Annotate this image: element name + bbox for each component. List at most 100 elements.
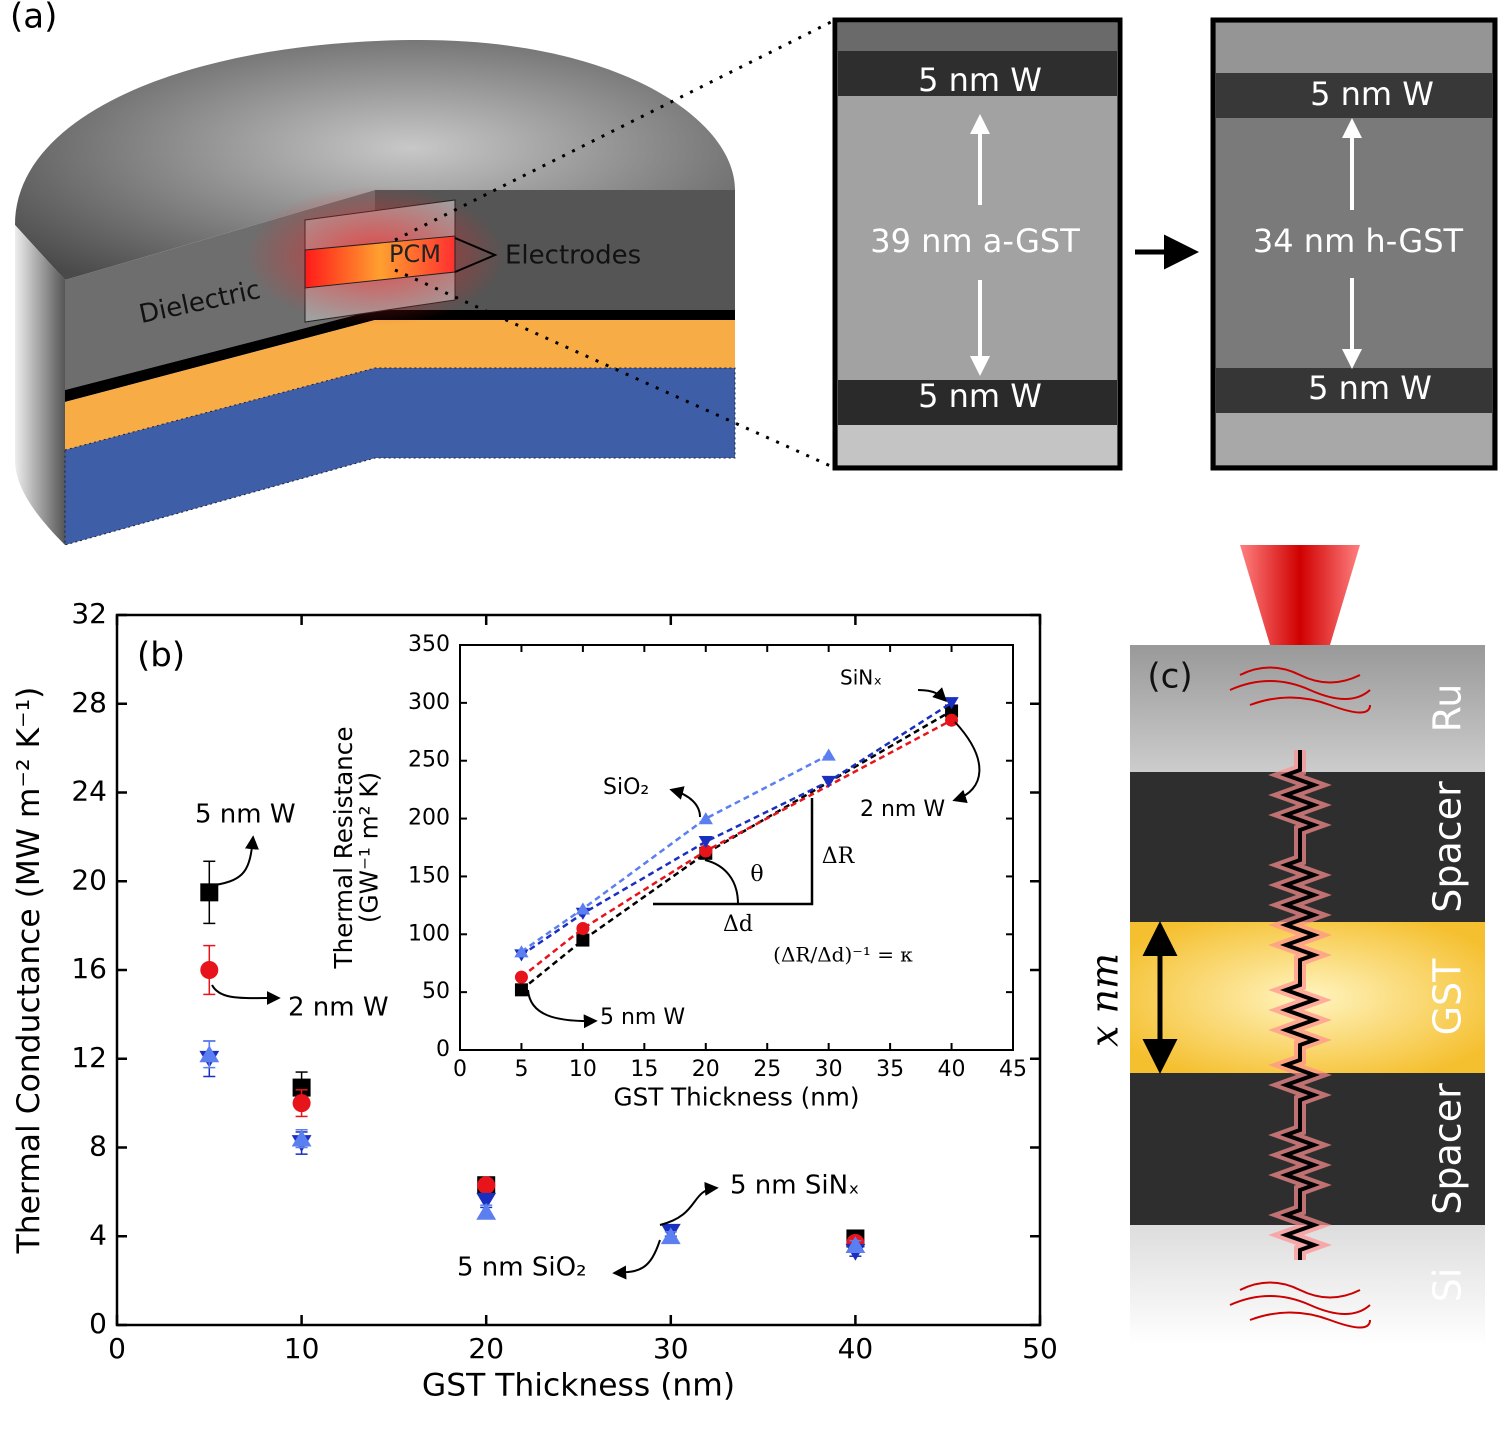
- y-tick-label: 350: [408, 632, 450, 657]
- marker: [945, 704, 959, 718]
- y-tick-label: 50: [422, 979, 450, 1004]
- x-tick-label: 5: [514, 1057, 528, 1082]
- series-label: 5 nm W: [600, 1005, 685, 1030]
- tem-label: 5 nm W: [1308, 369, 1432, 407]
- x-tick-label: 35: [876, 1057, 904, 1082]
- x-tick-label: 0: [108, 1332, 126, 1365]
- panel-c: x nm (c): [1083, 545, 1485, 1345]
- electrodes-label: Electrodes: [505, 241, 641, 271]
- annotation-arrow: [669, 786, 701, 818]
- marker: [476, 1192, 497, 1210]
- y-tick-label: 4: [89, 1218, 107, 1251]
- y-axis-label: Thermal Resistance: [329, 727, 358, 970]
- marker: [199, 1045, 220, 1063]
- x-tick-label: 45: [999, 1057, 1027, 1082]
- annotation-arrow: [659, 1181, 719, 1226]
- layer: [64, 367, 736, 546]
- marker: [514, 983, 528, 997]
- disk-top: [15, 40, 735, 280]
- layer-label: GST: [1426, 958, 1470, 1036]
- theta-arc: [704, 859, 739, 905]
- disk-edge: [15, 225, 65, 545]
- marker: [576, 922, 590, 935]
- x-tick-label: 50: [1022, 1332, 1058, 1365]
- tem-label: 5 nm W: [918, 377, 1042, 415]
- layer-label: Si: [1426, 1268, 1470, 1303]
- series-label: 5 nm SiO₂: [457, 1253, 587, 1283]
- x-tick-label: 40: [838, 1332, 874, 1365]
- x-axis-label: GST Thickness (nm): [614, 1082, 860, 1111]
- slope-triangle: [653, 798, 814, 906]
- y-tick-label: 16: [71, 952, 107, 985]
- y-tick-label: 24: [71, 775, 107, 808]
- x-tick-label: 10: [569, 1057, 597, 1082]
- fit-line: [520, 753, 830, 953]
- heat-waves: [1229, 666, 1371, 1329]
- laser: [1240, 545, 1360, 645]
- annotation: θ: [750, 862, 763, 887]
- marker: [660, 1227, 681, 1245]
- panel-label: (b): [137, 636, 185, 676]
- series-label: 5 nm SiNₓ: [730, 1171, 860, 1201]
- layer-label: Spacer: [1426, 781, 1470, 913]
- y-tick-label: 200: [408, 806, 450, 831]
- y-tick-label: 150: [408, 863, 450, 888]
- panel-label: (c): [1147, 657, 1192, 697]
- annotation-arrow: [612, 1239, 661, 1280]
- x-tick-label: 25: [753, 1057, 781, 1082]
- y-tick-label: 32: [71, 597, 107, 630]
- layer: [65, 320, 735, 450]
- series-label: 2 nm W: [860, 797, 945, 822]
- marker: [945, 713, 959, 727]
- annotation-arrow: [527, 989, 598, 1029]
- marker: [845, 1236, 866, 1254]
- panel-a: (a) PCM Dielectric Electrodes 5 nm W 39 …: [10, 0, 1498, 546]
- y-tick-label: 0: [89, 1307, 107, 1340]
- x-tick-label: 30: [653, 1332, 689, 1365]
- y-tick-label: 12: [71, 1041, 107, 1074]
- marker: [292, 1094, 311, 1113]
- y-tick-label: 300: [408, 690, 450, 715]
- marker: [514, 945, 529, 958]
- y-tick-label: 0: [436, 1037, 450, 1062]
- panel-label: (a): [10, 0, 57, 37]
- x-tick-label: 15: [630, 1057, 658, 1082]
- resistor-chain: [1280, 750, 1320, 1260]
- marker: [575, 902, 591, 915]
- tem-label: 34 nm h-GST: [1253, 222, 1464, 260]
- ru-layer: [1130, 645, 1485, 772]
- tem-label: 5 nm W: [1310, 75, 1434, 113]
- annotation-arrow: [211, 984, 281, 1006]
- marker: [200, 961, 219, 979]
- layer: [65, 310, 735, 402]
- marker: [514, 970, 528, 984]
- annotation-arrow: [917, 687, 947, 702]
- y-axis-label: Thermal Conductance (MW m⁻² K⁻¹): [11, 687, 47, 1255]
- x-tick-label: 30: [815, 1057, 843, 1082]
- marker: [291, 1129, 312, 1147]
- tem-label: 39 nm a-GST: [870, 222, 1080, 260]
- x-tick-label: 20: [468, 1332, 504, 1365]
- x-tick-label: 20: [692, 1057, 720, 1082]
- x-tick-label: 40: [938, 1057, 966, 1082]
- series-label: 5 nm W: [195, 800, 296, 830]
- marker: [821, 775, 836, 788]
- y-axis-label: (GW⁻¹ m² K): [354, 772, 383, 923]
- marker: [292, 1078, 311, 1097]
- marker: [944, 697, 959, 710]
- series-label: 2 nm W: [288, 993, 389, 1023]
- y-tick-label: 8: [89, 1130, 107, 1163]
- y-tick-label: 250: [408, 748, 450, 773]
- annotation-arrow: [214, 835, 259, 886]
- marker: [476, 1202, 497, 1220]
- y-tick-label: 28: [71, 686, 107, 719]
- y-tick-label: 100: [408, 921, 450, 946]
- plot-frame: [459, 644, 1014, 1051]
- tem-image: 5 nm W 39 nm a-GST 5 nm W: [832, 17, 1123, 471]
- tem-image: 5 nm W 34 nm h-GST 5 nm W: [1210, 17, 1498, 471]
- annotation: Δd: [723, 912, 753, 937]
- marker: [576, 933, 590, 947]
- x-tick-label: 0: [453, 1057, 467, 1082]
- pcm-label: PCM: [389, 240, 441, 268]
